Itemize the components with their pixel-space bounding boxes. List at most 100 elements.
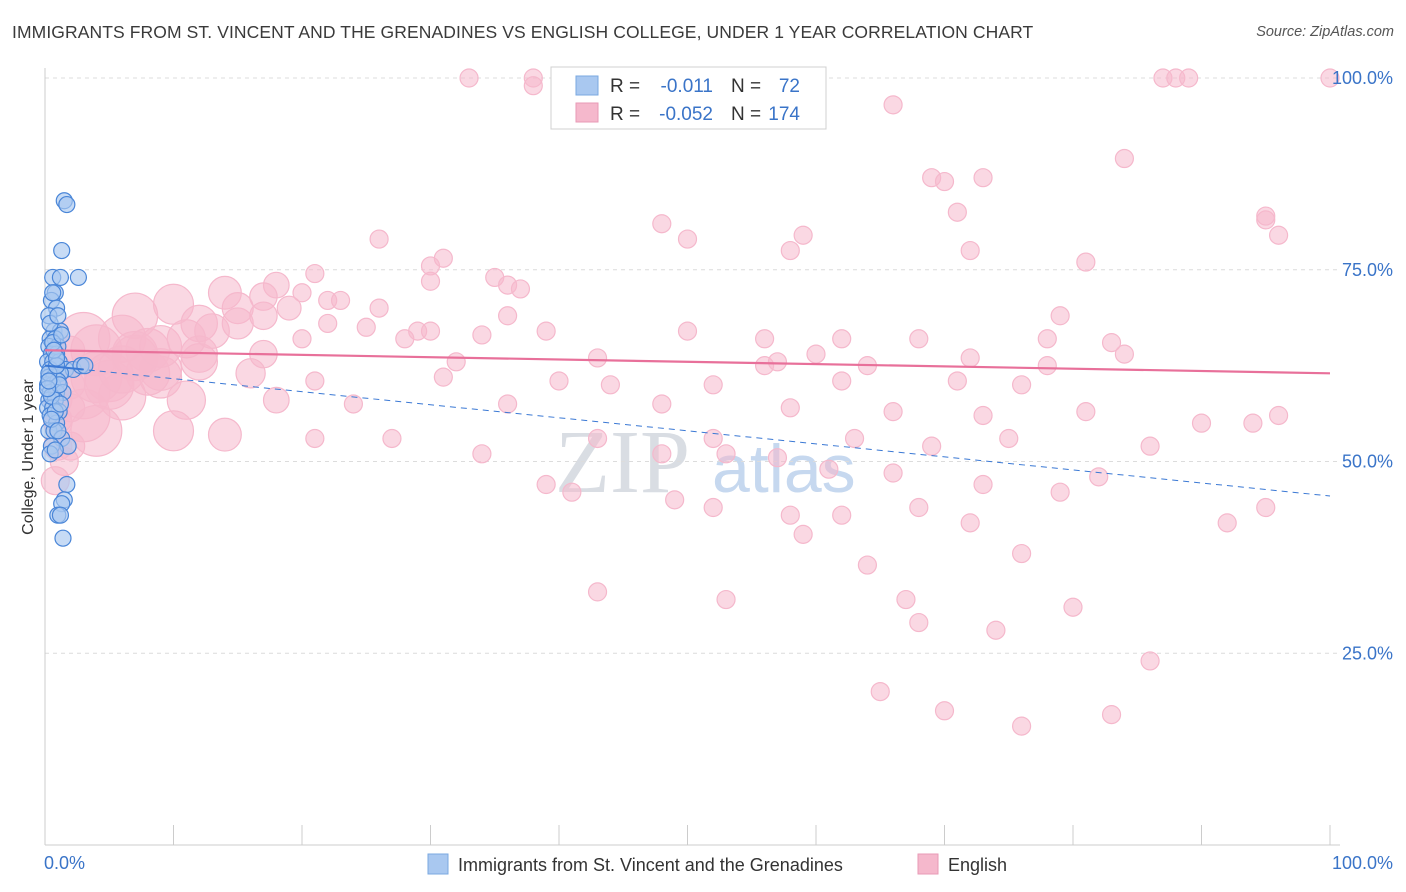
blue-swatch — [575, 75, 599, 96]
english-point — [221, 307, 254, 340]
english-point — [1256, 497, 1276, 518]
english-point — [472, 444, 492, 464]
english-point — [433, 248, 453, 268]
english-point — [472, 325, 492, 345]
english-point — [934, 171, 955, 192]
english-point — [262, 386, 290, 414]
english-point — [844, 428, 865, 449]
english-point — [1243, 413, 1263, 433]
svg-immigrants-points — [38, 192, 94, 547]
english-point — [1191, 413, 1212, 433]
immigrants-point — [47, 349, 66, 367]
english-point — [870, 681, 890, 702]
english-point — [1268, 225, 1289, 245]
english-point — [523, 76, 543, 96]
immigrants-point — [58, 195, 76, 214]
y-tick-label: 100.0% — [1332, 68, 1393, 88]
english-point — [973, 405, 993, 426]
immigrants-trend-solid — [44, 364, 84, 371]
english-point — [960, 513, 980, 533]
english-point — [459, 68, 479, 88]
english-point — [1268, 405, 1289, 426]
english-point — [883, 463, 903, 483]
legend-swatch-blue — [427, 853, 449, 875]
y-tick-label: 50.0% — [1342, 452, 1393, 472]
english-point — [249, 301, 278, 331]
english-point — [1179, 68, 1199, 88]
english-point — [1011, 375, 1032, 395]
english-point — [562, 482, 582, 502]
legend-swatch-pink — [917, 853, 939, 875]
immigrants-point — [40, 372, 58, 390]
english-point — [909, 329, 929, 349]
immigrants-point — [53, 326, 71, 344]
x-tick-label: 0.0% — [44, 853, 85, 873]
r-label-pink: R = — [610, 104, 640, 125]
english-point — [356, 317, 376, 337]
immigrants-point — [58, 475, 76, 494]
english-point — [330, 290, 351, 311]
tick-labels: 25.0% 50.0% 75.0% 100.0% 0.0% 100.0% — [44, 68, 1393, 873]
english-point — [1011, 716, 1032, 736]
r-value-pink: -0.052 — [659, 104, 713, 125]
english-point — [587, 582, 608, 602]
y-tick-label: 25.0% — [1342, 643, 1393, 663]
bottom-legend: Immigrants from St. Vincent and the Gren… — [427, 853, 1007, 875]
english-point — [1011, 543, 1032, 564]
r-label-blue: R = — [610, 76, 640, 97]
english-point — [806, 344, 826, 364]
english-point — [832, 371, 852, 391]
english-point — [305, 263, 325, 284]
y-tick-label: 75.0% — [1342, 260, 1393, 280]
english-point — [652, 394, 672, 414]
english-point — [780, 240, 800, 261]
immigrants-point — [54, 529, 72, 547]
immigrants-point — [46, 441, 64, 459]
english-point — [819, 459, 839, 479]
english-point — [947, 371, 967, 391]
english-point — [832, 505, 852, 525]
english-point — [587, 348, 608, 368]
english-point — [986, 620, 1006, 640]
english-point — [305, 428, 325, 449]
x-tick-label: 100.0% — [1332, 853, 1393, 873]
immigrants-point — [53, 241, 71, 260]
english-point — [343, 394, 363, 414]
english-point — [767, 448, 788, 468]
n-value-pink: 174 — [768, 104, 800, 125]
n-label-blue: N = — [731, 76, 761, 97]
r-value-blue: -0.011 — [661, 76, 713, 97]
english-point — [832, 329, 852, 349]
english-point — [1101, 333, 1122, 353]
english-point — [1050, 482, 1070, 502]
english-point — [960, 240, 980, 261]
english-point — [1037, 329, 1057, 349]
english-point — [1037, 356, 1057, 376]
english-point — [1140, 436, 1160, 456]
english-point — [498, 394, 518, 414]
english-point — [207, 417, 242, 452]
english-point — [536, 321, 556, 341]
n-value-blue: 72 — [779, 76, 800, 97]
english-point — [896, 589, 916, 610]
english-point — [1050, 306, 1070, 326]
english-point — [703, 428, 723, 449]
chart-title: IMMIGRANTS FROM ST. VINCENT AND THE GREN… — [12, 22, 1034, 42]
english-point — [1076, 402, 1096, 422]
english-point — [510, 279, 531, 299]
english-point — [1114, 344, 1135, 364]
immigrants-point — [51, 506, 70, 524]
legend-label-english: English — [948, 855, 1007, 875]
trend-lines — [44, 349, 1331, 497]
english-point — [703, 375, 723, 395]
immigrants-point — [76, 357, 94, 375]
pink-swatch — [575, 102, 599, 123]
english-point — [909, 497, 929, 518]
english-point — [716, 444, 736, 464]
english-point — [446, 352, 466, 372]
source-label: Source: ZipAtlas.com — [1256, 24, 1394, 40]
y-axis-label: College, Under 1 year — [20, 379, 37, 535]
english-point — [549, 371, 569, 391]
english-point — [947, 202, 967, 222]
immigrants-point — [51, 268, 70, 287]
